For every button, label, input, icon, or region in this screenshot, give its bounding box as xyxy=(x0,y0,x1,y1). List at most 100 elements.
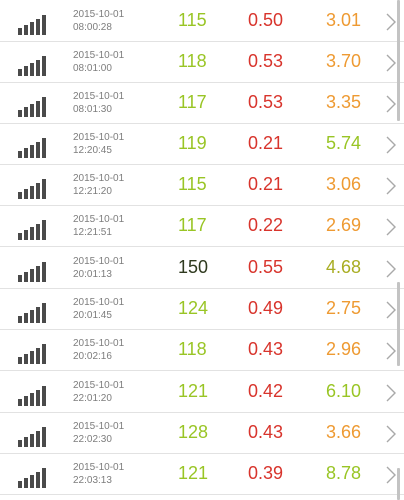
signal-bar xyxy=(18,316,22,323)
timestamp-date: 2015-10-01 xyxy=(73,91,125,102)
list-item[interactable]: 2015-10-01 20:02:16 118 0.43 2.96 xyxy=(0,330,404,371)
signal-strength-icon xyxy=(18,384,52,406)
list-item[interactable]: 2015-10-01 20:01:13 150 0.55 4.68 xyxy=(0,248,404,289)
signal-bar xyxy=(24,66,28,76)
signal-strength-icon xyxy=(18,218,52,240)
scrollbar-thumb[interactable] xyxy=(397,0,400,121)
timestamp-date: 2015-10-01 xyxy=(73,462,125,473)
value-secondary: 0.43 xyxy=(248,339,284,359)
timestamp-time: 20:01:45 xyxy=(73,310,112,321)
timestamp-date: 2015-10-01 xyxy=(73,380,125,391)
timestamp-time: 12:20:45 xyxy=(73,145,112,156)
timestamp-time: 08:01:30 xyxy=(73,104,112,115)
value-secondary: 0.50 xyxy=(248,10,284,30)
timestamp-date: 2015-10-01 xyxy=(73,50,125,61)
list-item[interactable]: 2015-10-01 12:21:51 117 0.22 2.69 xyxy=(0,206,404,247)
timestamp: 2015-10-01 22:03:13 xyxy=(73,461,124,487)
signal-bar xyxy=(18,28,22,35)
signal-bar xyxy=(36,472,40,488)
signal-bar xyxy=(36,19,40,35)
timestamp-time: 22:01:20 xyxy=(73,393,112,404)
list-item[interactable]: 2015-10-01 08:00:28 115 0.50 3.01 xyxy=(0,1,404,42)
signal-strength-icon xyxy=(18,301,52,323)
chevron-right-icon[interactable] xyxy=(386,342,396,360)
value-tertiary: 2.96 xyxy=(326,339,362,359)
timestamp-time: 12:21:51 xyxy=(73,227,112,238)
chevron-right-icon[interactable] xyxy=(386,13,396,31)
scrollbar-thumb[interactable] xyxy=(397,282,400,366)
signal-bar xyxy=(42,427,46,447)
value-primary: 115 xyxy=(178,174,207,194)
signal-bar xyxy=(24,148,28,158)
timestamp: 2015-10-01 22:01:20 xyxy=(73,379,124,405)
signal-bar xyxy=(24,437,28,447)
value-primary: 117 xyxy=(178,215,207,235)
list-item[interactable]: 2015-10-01 08:01:30 117 0.53 3.35 xyxy=(0,83,404,124)
timestamp: 2015-10-01 12:20:45 xyxy=(73,131,124,157)
signal-bar xyxy=(18,357,22,364)
value-tertiary: 3.01 xyxy=(326,10,362,30)
signal-bar xyxy=(30,393,34,406)
timestamp: 2015-10-01 08:01:30 xyxy=(73,90,124,116)
chevron-right-icon[interactable] xyxy=(386,177,396,195)
signal-bar xyxy=(42,344,46,364)
signal-strength-icon xyxy=(18,13,52,35)
timestamp-time: 12:21:20 xyxy=(73,186,112,197)
timestamp: 2015-10-01 08:00:28 xyxy=(73,8,124,34)
chevron-right-icon[interactable] xyxy=(386,218,396,236)
signal-bar xyxy=(42,303,46,323)
signal-bar xyxy=(36,60,40,76)
signal-bar xyxy=(18,233,22,240)
value-tertiary: 2.69 xyxy=(326,215,362,235)
timestamp-date: 2015-10-01 xyxy=(73,256,125,267)
value-secondary: 0.49 xyxy=(248,298,284,318)
list-item[interactable]: 2015-10-01 22:01:20 121 0.42 6.10 xyxy=(0,372,404,413)
list-item[interactable]: 2015-10-01 08:01:00 118 0.53 3.70 xyxy=(0,42,404,83)
chevron-right-icon[interactable] xyxy=(386,301,396,319)
value-secondary: 0.39 xyxy=(248,463,284,483)
signal-bar xyxy=(24,25,28,35)
timestamp-time: 22:02:30 xyxy=(73,434,112,445)
timestamp: 2015-10-01 20:01:45 xyxy=(73,296,124,322)
list-item[interactable]: 2015-10-01 20:01:45 124 0.49 2.75 xyxy=(0,289,404,330)
list-item[interactable]: 2015-10-01 22:02:30 128 0.43 3.66 xyxy=(0,413,404,454)
signal-strength-icon xyxy=(18,466,52,488)
signal-bar xyxy=(42,262,46,282)
signal-bar xyxy=(36,142,40,158)
chevron-right-icon[interactable] xyxy=(386,95,396,113)
value-secondary: 0.21 xyxy=(248,174,284,194)
signal-strength-icon xyxy=(18,342,52,364)
value-primary: 115 xyxy=(178,10,207,30)
chevron-right-icon[interactable] xyxy=(386,425,396,443)
list-item[interactable]: 2015-10-01 22:03:13 121 0.39 8.78 xyxy=(0,454,404,495)
value-secondary: 0.53 xyxy=(248,51,284,71)
list-item[interactable]: 2015-10-01 12:21:20 115 0.21 3.06 xyxy=(0,165,404,206)
signal-strength-icon xyxy=(18,260,52,282)
signal-bar xyxy=(30,227,34,240)
timestamp-time: 08:01:00 xyxy=(73,63,112,74)
chevron-right-icon[interactable] xyxy=(386,136,396,154)
signal-bar xyxy=(30,351,34,364)
value-secondary: 0.21 xyxy=(248,133,284,153)
signal-bar xyxy=(30,434,34,447)
signal-bar xyxy=(36,307,40,323)
signal-bar xyxy=(30,104,34,117)
signal-bar xyxy=(18,151,22,158)
chevron-right-icon[interactable] xyxy=(386,466,396,484)
timestamp: 2015-10-01 12:21:51 xyxy=(73,213,124,239)
signal-bar xyxy=(36,431,40,447)
signal-bar xyxy=(24,313,28,323)
timestamp-time: 20:02:16 xyxy=(73,351,112,362)
signal-bar xyxy=(24,272,28,282)
list-item[interactable]: 2015-10-01 12:20:45 119 0.21 5.74 xyxy=(0,124,404,165)
signal-bar xyxy=(42,220,46,240)
scrollbar-thumb[interactable] xyxy=(397,468,400,500)
value-primary: 121 xyxy=(178,381,209,401)
chevron-right-icon[interactable] xyxy=(386,260,396,278)
chevron-right-icon[interactable] xyxy=(386,384,396,402)
signal-bar xyxy=(18,399,22,406)
timestamp-time: 20:01:13 xyxy=(73,269,112,280)
chevron-right-icon[interactable] xyxy=(386,54,396,72)
value-tertiary: 5.74 xyxy=(326,133,362,153)
